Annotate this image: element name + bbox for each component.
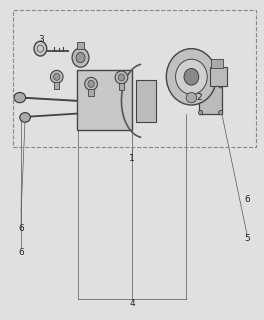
Ellipse shape [34, 41, 47, 56]
Ellipse shape [219, 110, 223, 115]
FancyBboxPatch shape [210, 67, 227, 86]
Ellipse shape [176, 59, 207, 94]
Text: 2: 2 [196, 93, 202, 102]
Ellipse shape [72, 48, 89, 67]
FancyBboxPatch shape [136, 80, 156, 122]
Text: 6: 6 [18, 248, 24, 257]
Text: 4: 4 [129, 300, 135, 308]
Ellipse shape [14, 92, 26, 103]
Ellipse shape [199, 110, 203, 115]
FancyBboxPatch shape [88, 89, 94, 96]
Ellipse shape [115, 71, 128, 84]
Ellipse shape [186, 92, 197, 103]
Ellipse shape [85, 77, 97, 90]
Ellipse shape [88, 80, 94, 87]
Ellipse shape [184, 68, 199, 85]
Ellipse shape [219, 84, 223, 88]
Text: 6: 6 [18, 224, 24, 233]
Ellipse shape [166, 49, 216, 105]
FancyBboxPatch shape [77, 42, 84, 49]
Ellipse shape [54, 73, 60, 80]
FancyBboxPatch shape [211, 59, 223, 68]
Text: 1: 1 [129, 154, 135, 163]
FancyBboxPatch shape [119, 83, 124, 90]
Ellipse shape [20, 113, 30, 122]
Ellipse shape [118, 74, 125, 81]
FancyBboxPatch shape [199, 85, 222, 114]
FancyBboxPatch shape [54, 82, 59, 89]
Ellipse shape [76, 52, 85, 63]
Ellipse shape [199, 84, 203, 88]
FancyBboxPatch shape [77, 70, 132, 130]
Text: 6: 6 [244, 196, 250, 204]
Text: 5: 5 [244, 234, 250, 243]
Text: 3: 3 [38, 36, 44, 44]
Ellipse shape [50, 70, 63, 83]
